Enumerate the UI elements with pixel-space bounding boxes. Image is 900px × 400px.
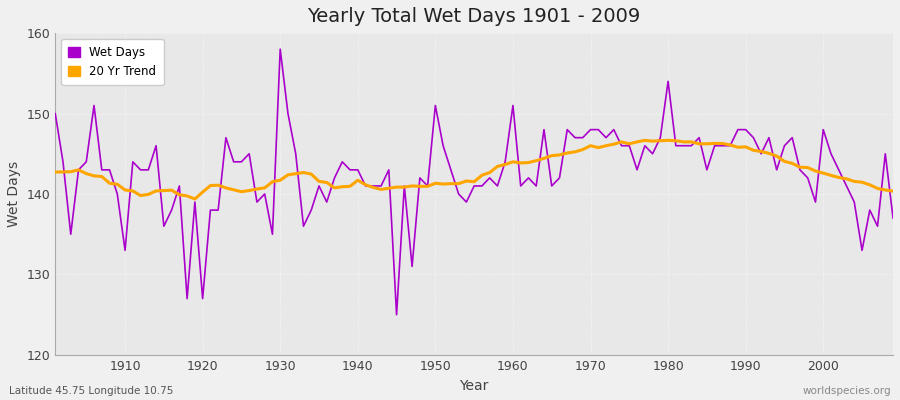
Text: worldspecies.org: worldspecies.org	[803, 386, 891, 396]
Text: Latitude 45.75 Longitude 10.75: Latitude 45.75 Longitude 10.75	[9, 386, 174, 396]
Y-axis label: Wet Days: Wet Days	[7, 161, 21, 227]
Legend: Wet Days, 20 Yr Trend: Wet Days, 20 Yr Trend	[61, 39, 164, 85]
X-axis label: Year: Year	[460, 379, 489, 393]
Title: Yearly Total Wet Days 1901 - 2009: Yearly Total Wet Days 1901 - 2009	[308, 7, 641, 26]
